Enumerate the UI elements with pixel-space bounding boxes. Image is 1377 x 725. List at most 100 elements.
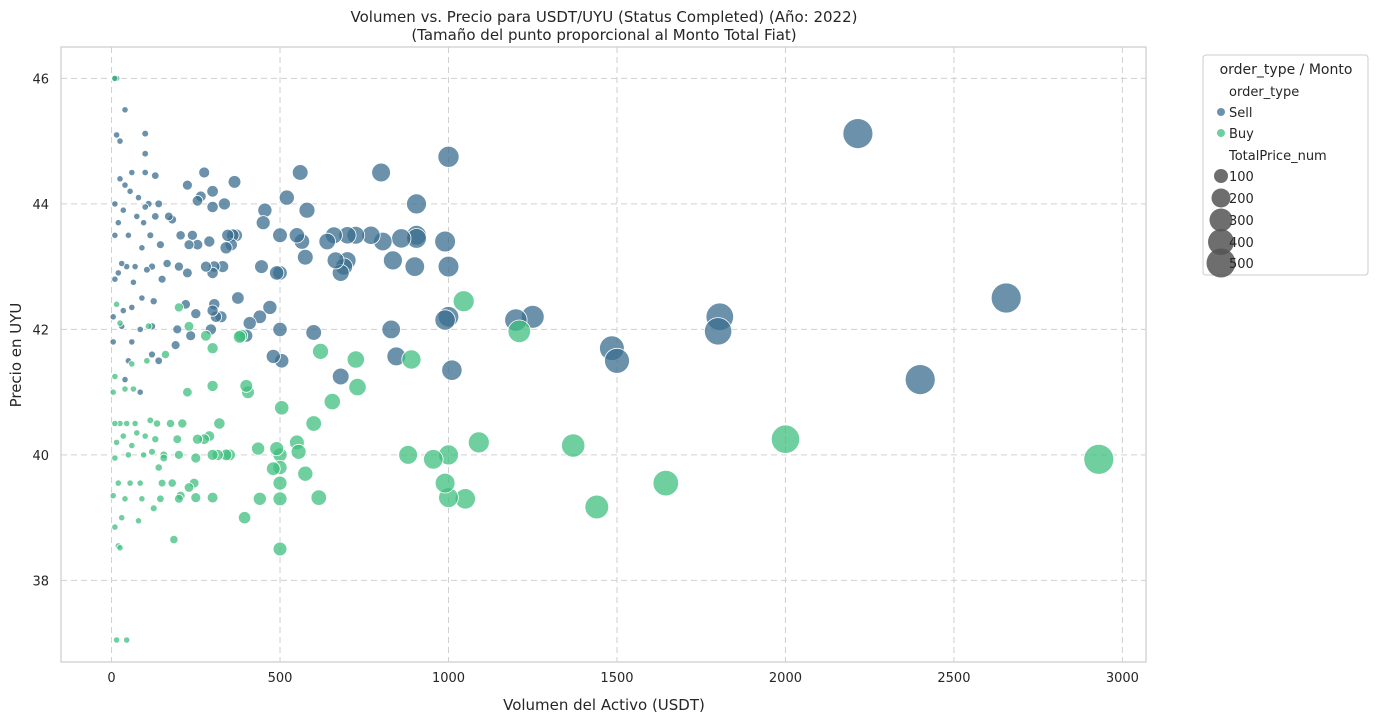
buy-point bbox=[398, 445, 418, 465]
buy-point bbox=[165, 418, 176, 429]
buy-point bbox=[131, 419, 139, 428]
sell-point bbox=[155, 240, 165, 250]
sell-point bbox=[391, 228, 412, 249]
buy-point bbox=[290, 443, 307, 460]
buy-point bbox=[109, 388, 117, 396]
sell-point bbox=[305, 324, 323, 341]
sell-point bbox=[182, 267, 193, 279]
sell-point bbox=[128, 303, 136, 311]
y-tick-label: 40 bbox=[32, 449, 49, 464]
buy-point bbox=[121, 495, 129, 503]
buy-point bbox=[584, 494, 610, 520]
y-tick-label: 42 bbox=[32, 323, 49, 338]
buy-point bbox=[124, 451, 132, 459]
buy-point bbox=[183, 320, 195, 332]
sell-point bbox=[109, 338, 117, 346]
buy-point bbox=[133, 429, 141, 437]
x-tick-label: 500 bbox=[268, 671, 293, 686]
legend-frame bbox=[1202, 54, 1369, 276]
sell-point bbox=[227, 175, 242, 189]
buy-point bbox=[118, 514, 126, 522]
sell-series bbox=[109, 74, 1022, 396]
sell-point bbox=[133, 212, 141, 220]
buy-point bbox=[183, 482, 195, 493]
y-tick-label: 44 bbox=[32, 198, 49, 213]
chart-title: Volumen vs. Precio para USDT/UYU (Status… bbox=[351, 8, 858, 26]
buy-point bbox=[401, 349, 422, 370]
sell-point bbox=[318, 232, 336, 251]
sell-point bbox=[272, 321, 288, 337]
buy-point bbox=[507, 319, 532, 344]
sell-point bbox=[206, 200, 219, 214]
buy-point bbox=[297, 465, 314, 482]
sell-point bbox=[121, 181, 129, 189]
buy-point bbox=[143, 357, 151, 365]
sell-point bbox=[183, 239, 195, 251]
sell-point bbox=[198, 166, 211, 179]
buy-point bbox=[156, 494, 165, 503]
buy-point bbox=[274, 400, 290, 416]
buy-point bbox=[169, 534, 179, 545]
sell-point bbox=[151, 171, 160, 180]
buy-point bbox=[138, 495, 146, 503]
sell-point bbox=[131, 262, 139, 271]
sell-point bbox=[136, 388, 144, 396]
buy-point bbox=[121, 385, 129, 393]
buy-point bbox=[323, 392, 341, 411]
x-axis-title: Volumen del Activo (USDT) bbox=[503, 696, 705, 714]
buy-point bbox=[126, 479, 134, 487]
sell-point bbox=[128, 338, 136, 346]
buy-point bbox=[206, 379, 219, 392]
sell-point bbox=[157, 274, 167, 284]
legend-size-label-200: 200 bbox=[1229, 192, 1254, 207]
x-tick-label: 3000 bbox=[1106, 671, 1139, 686]
buy-point bbox=[128, 360, 136, 368]
sell-point bbox=[842, 118, 874, 150]
legend-hue-title: order_type bbox=[1229, 85, 1299, 100]
buy-point bbox=[434, 472, 456, 494]
sell-point bbox=[113, 131, 121, 139]
sell-point bbox=[371, 162, 391, 183]
sell-point bbox=[191, 195, 204, 207]
legend-size-label-300: 300 bbox=[1229, 214, 1254, 229]
buy-point bbox=[190, 452, 202, 464]
sell-point bbox=[121, 375, 129, 384]
sell-point bbox=[146, 231, 155, 240]
buy-point bbox=[346, 350, 365, 369]
sell-point bbox=[298, 201, 316, 219]
sell-point bbox=[136, 325, 144, 333]
buy-point bbox=[206, 342, 219, 355]
buy-point bbox=[113, 438, 121, 446]
x-tick-label: 2500 bbox=[937, 671, 970, 686]
sell-point bbox=[254, 259, 269, 274]
buy-point bbox=[157, 478, 167, 488]
sell-point bbox=[118, 259, 126, 268]
sell-point bbox=[441, 359, 463, 381]
sell-point bbox=[170, 340, 181, 351]
buy-point bbox=[561, 433, 586, 458]
buy-point bbox=[116, 544, 124, 552]
sell-point bbox=[119, 206, 127, 214]
sell-point bbox=[114, 269, 122, 277]
sell-point bbox=[172, 324, 183, 335]
buy-point bbox=[206, 491, 219, 504]
sell-point bbox=[269, 265, 285, 281]
buy-point bbox=[134, 517, 143, 525]
buy-point bbox=[213, 417, 226, 430]
sell-point bbox=[190, 308, 202, 320]
buy-point bbox=[144, 322, 153, 331]
sell-point bbox=[141, 149, 149, 158]
buy-point bbox=[141, 432, 149, 440]
legend-size-marker-100 bbox=[1214, 169, 1228, 183]
sell-point bbox=[206, 304, 219, 317]
buy-point bbox=[136, 479, 144, 487]
legend-size-label-500: 500 bbox=[1229, 257, 1254, 272]
chart-subtitle: (Tamaño del punto proporcional al Monto … bbox=[411, 26, 796, 44]
sell-point bbox=[990, 282, 1022, 314]
sell-point bbox=[129, 278, 137, 286]
sell-point bbox=[434, 309, 456, 331]
buy-point bbox=[770, 424, 801, 454]
buy-point bbox=[305, 415, 322, 432]
buy-point bbox=[206, 448, 219, 461]
legend-size-marker-400 bbox=[1208, 229, 1234, 255]
